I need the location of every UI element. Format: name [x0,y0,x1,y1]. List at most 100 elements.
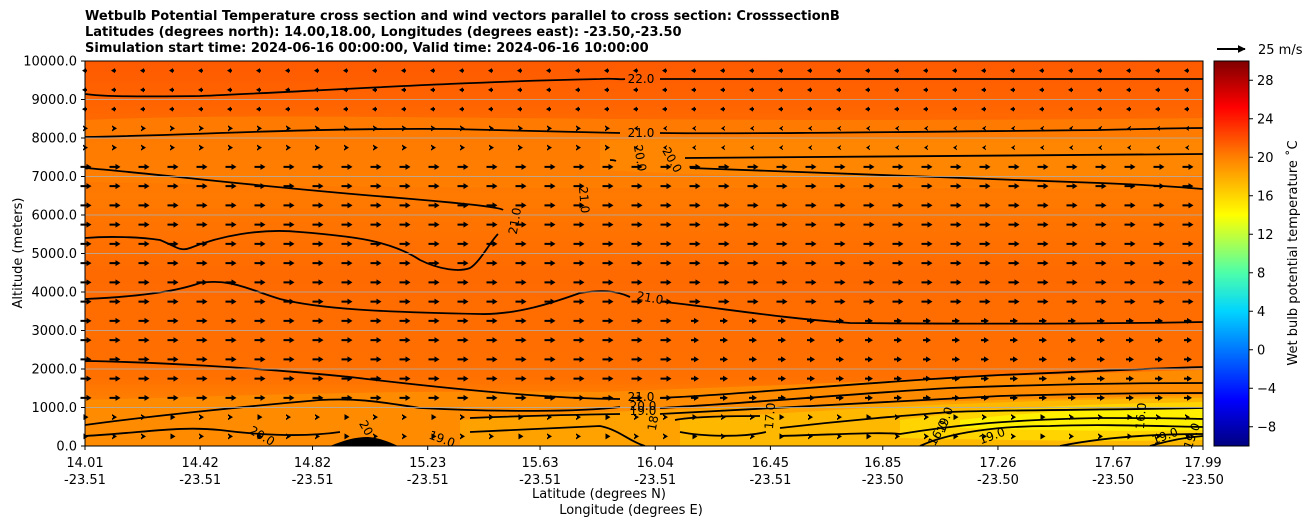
wind-vector [283,298,295,305]
wind-vector [312,356,324,363]
wind-vector [1098,414,1103,421]
wind-vector [196,394,208,401]
wind-vector [894,106,899,112]
wind-vector [1097,87,1102,93]
wind-vector [660,240,672,247]
wind-vector [198,87,203,93]
wind-vector [1008,183,1020,190]
y-tick-label: 2000.0 [32,363,78,378]
wind-vector [198,68,203,74]
wind-vector [1184,317,1192,324]
wind-vector [1126,375,1134,382]
wind-vector [312,298,324,305]
quiver-key: 25 m/s [1217,43,1303,58]
wind-vector [546,87,551,93]
x-tick-label-lon: -23.50 [862,473,904,488]
wind-vector [283,279,295,286]
wind-vector [979,260,991,267]
wind-vector [602,298,614,305]
wind-vector [370,317,382,324]
wind-vector [515,337,527,344]
wind-vector [953,125,957,131]
wind-vector [457,221,469,228]
wind-vector [254,183,266,190]
contour-lines [85,77,1203,446]
wind-vector [1095,183,1107,190]
wind-vector [1039,106,1044,112]
wind-vector [312,375,324,382]
wind-vector [1156,125,1160,131]
wind-vector [1155,87,1160,93]
wind-vector [865,375,873,382]
wind-vector [834,279,846,286]
wind-vector [692,414,698,421]
wind-vector [631,337,643,344]
wind-vector [604,106,609,112]
wind-vector [660,298,672,305]
wind-vector [1126,317,1134,324]
wind-vector [1039,68,1044,74]
wind-vector [80,202,92,209]
wind-vector [1095,202,1107,209]
wind-vector [634,433,639,440]
wind-vector [807,394,815,401]
wind-vector [401,87,406,93]
wind-vector [631,356,643,363]
wind-vector [283,183,295,190]
wind-vector [805,260,817,267]
wind-vector [634,414,639,421]
wind-vector [750,433,755,440]
wind-vector [1066,279,1078,286]
wind-vector [170,433,176,440]
wind-vector [489,414,494,421]
wind-vector [167,202,179,209]
wind-vector [370,183,382,190]
wind-vector [778,394,786,401]
wind-vector [341,375,353,382]
wind-vector [691,87,696,93]
quiver-key-label: 25 m/s [1258,43,1303,58]
wind-vector [1066,298,1078,305]
wind-vector [1010,106,1015,112]
wind-vector [486,221,498,228]
wind-vector [169,87,174,93]
wind-vector [138,260,150,267]
wind-vector [138,240,150,247]
wind-vector [950,240,962,247]
wind-vector [544,183,556,190]
wind-vector [749,106,754,112]
wind-vector [399,163,411,170]
wind-vector [805,298,817,305]
wind-vector [1156,433,1161,440]
wind-vector [370,202,382,209]
wind-vector [544,317,556,324]
wind-vector [170,414,176,421]
wind-vector [140,68,145,74]
wind-vector [460,125,465,132]
wind-vector [457,298,469,305]
wind-vector [924,433,929,440]
wind-vector [257,414,263,421]
wind-vector [691,317,699,324]
wind-vector [109,394,121,401]
wind-vector [633,87,638,93]
wind-vector [547,433,552,440]
wind-vector [80,279,92,286]
y-tick-label: 5000.0 [32,247,78,262]
wind-vector [952,317,960,324]
wind-vector [343,68,348,74]
wind-vector [921,240,933,247]
wind-vector [573,394,585,401]
wind-vector [892,202,904,209]
wind-vector [834,163,846,170]
wind-vector [315,125,320,132]
y-tick-label: 9000.0 [32,93,78,108]
wind-vector [254,260,266,267]
wind-vector [747,163,759,170]
wind-vector [660,317,672,324]
wind-vector [1069,145,1073,151]
wind-vector [372,87,377,93]
wind-vector [776,240,788,247]
wind-vector [573,260,585,267]
wind-vector [286,433,291,440]
